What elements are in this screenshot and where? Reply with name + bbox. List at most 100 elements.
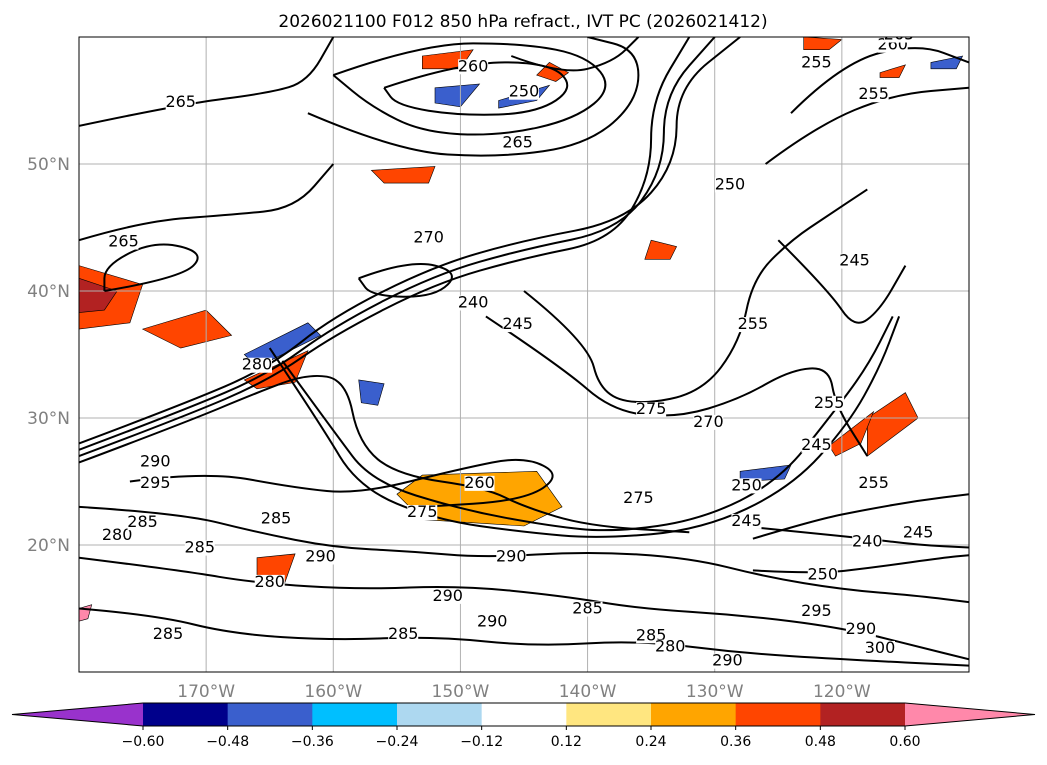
colorbar-tick-label-6: 0.24 (635, 734, 666, 750)
shaded-region-13 (866, 392, 919, 457)
contour-label-35: 290 (432, 586, 463, 605)
contour-label-31: 290 (846, 619, 877, 638)
lat-label-0: 50°N (27, 155, 70, 175)
colorbar-bin-3 (312, 703, 398, 726)
colorbar-bin-4 (397, 703, 483, 726)
contour-label-bg-42 (127, 515, 158, 531)
colorbar-tick-label-3: −0.24 (376, 734, 419, 750)
contour-label-12: 275 (407, 502, 438, 521)
contour-label-bg-46 (655, 639, 686, 655)
lon-label-5: 120°W (813, 682, 871, 702)
lat-label-1: 40°N (27, 282, 70, 302)
contour-label-bg-12 (407, 505, 438, 521)
contour-label-bg-35 (432, 588, 463, 604)
contour-label-2: 250 (509, 82, 540, 101)
shaded-region-21 (930, 55, 964, 70)
contour-label-30: 295 (801, 601, 832, 620)
contour-label-bg-6 (458, 295, 489, 311)
contour-label-45: 285 (636, 625, 667, 644)
contour-label-40: 285 (185, 538, 216, 557)
contour-label-9: 290 (140, 451, 171, 470)
contour-label-bg-39 (153, 626, 183, 642)
contour-label-43: 285 (261, 508, 292, 527)
colorbar-bin-2 (227, 703, 313, 726)
latitude-labels: 50°N 40°N 30°N 20°N (27, 155, 70, 556)
contour-label-bg-2 (509, 84, 539, 100)
contour-label-42: 285 (127, 512, 158, 531)
contour-line-23 (510, 37, 640, 72)
contour-line-12 (485, 315, 869, 457)
shaded-region-5 (141, 309, 233, 349)
contour-label-5: 270 (413, 228, 444, 247)
contour-label-11: 260 (464, 473, 495, 492)
contour-label-bg-37 (477, 614, 508, 630)
contour-label-34: 280 (254, 572, 285, 591)
contour-line-14 (79, 505, 969, 604)
colorbar-bin-8 (735, 703, 821, 726)
contour-label-bg-43 (261, 511, 292, 527)
shaded-region-19 (644, 239, 678, 260)
contour-label-28: 245 (903, 522, 934, 541)
contour-label-25: 245 (801, 435, 832, 454)
contour-label-bg-10 (140, 475, 171, 491)
contour-label-bg-18 (801, 55, 832, 71)
contour-label-bg-16 (814, 395, 845, 411)
contour-label-bg-28 (903, 525, 934, 541)
contour-label-41: 280 (102, 525, 133, 544)
contour-label-19: 255 (858, 84, 889, 103)
contour-label-29: 250 (808, 564, 839, 583)
contour-label-7: 245 (502, 314, 533, 333)
contour-label-bg-26 (858, 475, 889, 491)
contour-label-4: 265 (108, 232, 139, 251)
contour-line-5 (79, 37, 741, 445)
contour-label-bg-23 (731, 513, 762, 529)
contour-label-37: 290 (477, 611, 508, 630)
contour-label-bg-4 (108, 234, 139, 250)
colorbar-tick-label-9: 0.60 (889, 734, 920, 750)
contour-line-4 (79, 163, 335, 242)
contour-label-bg-9 (140, 454, 171, 470)
contour-label-bg-27 (852, 534, 883, 550)
contour-label-bg-38 (388, 626, 419, 642)
longitude-labels: 170°W 160°W 150°W 140°W 130°W 120°W (177, 682, 871, 702)
contour-label-46: 280 (655, 637, 686, 656)
contour-label-23: 245 (731, 511, 762, 530)
contour-label-bg-47 (712, 653, 743, 669)
contour-label-24: 250 (731, 475, 762, 494)
contour-label-bg-45 (636, 628, 667, 644)
contour-label-0: 265 (165, 92, 196, 111)
contour-label-bg-13 (623, 491, 654, 507)
lon-label-1: 160°W (304, 682, 362, 702)
contour-line-6 (79, 37, 716, 451)
contour-label-15: 275 (636, 399, 667, 418)
colorbar-tick-label-0: −0.60 (122, 734, 165, 750)
contour-label-bg-30 (801, 604, 832, 620)
contour-label-bg-48 (884, 37, 915, 43)
lon-label-3: 140°W (559, 682, 617, 702)
contour-line-20 (790, 47, 969, 114)
contour-line-24 (103, 243, 199, 292)
colorbar: −0.60 −0.48 −0.36 −0.24 −0.12 0.12 0.24 0.36 0.4… (11, 702, 1036, 750)
contour-label-47: 290 (712, 651, 743, 670)
contour-label-bg-41 (102, 527, 133, 543)
contour-label-bg-19 (858, 87, 889, 103)
contour-label-8: 280 (242, 355, 273, 374)
shaded-region-15 (739, 464, 792, 482)
chart-title: 2026021100 F012 850 hPa refract., IVT PC… (278, 12, 767, 32)
contour-label-bg-8 (242, 357, 272, 373)
contour-line-9 (281, 315, 894, 532)
contour-label-bg-7 (502, 317, 533, 333)
lon-label-0: 170°W (177, 682, 235, 702)
colorbar-extend-max (905, 703, 1035, 726)
contour-label-bg-34 (254, 574, 285, 590)
shaded-region-22 (803, 37, 843, 51)
contour-label-bg-11 (464, 475, 495, 491)
contour-label-36: 285 (572, 599, 603, 618)
lon-label-4: 130°W (686, 682, 744, 702)
lat-label-2: 30°N (27, 409, 70, 429)
contour-label-bg-40 (184, 540, 215, 556)
contour-label-bg-15 (636, 402, 667, 418)
shaded-region-2 (396, 470, 563, 527)
contour-label-bg-1 (458, 59, 489, 75)
contour-label-bg-17 (714, 177, 745, 193)
